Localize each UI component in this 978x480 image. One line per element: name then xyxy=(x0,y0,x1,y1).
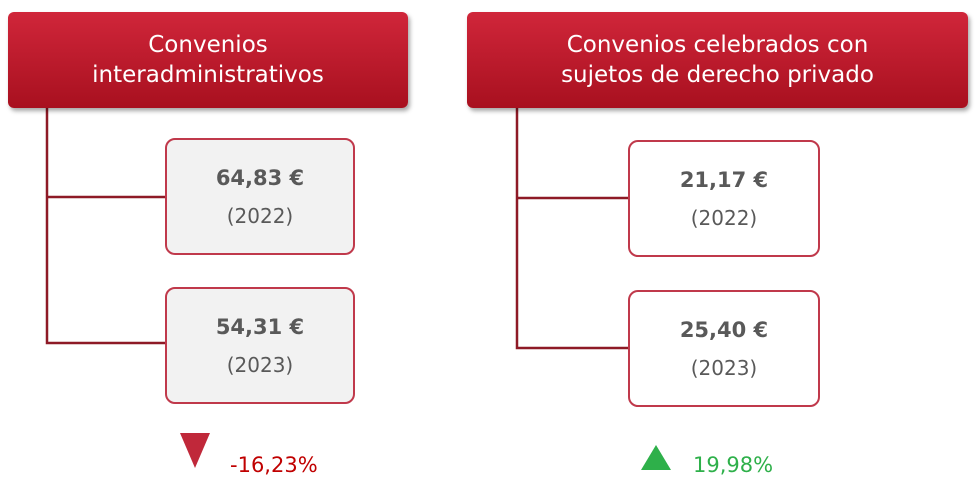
down-arrow xyxy=(180,433,210,468)
value-box: 21,17 € (2022) xyxy=(628,140,820,257)
value-box: 25,40 € (2023) xyxy=(628,290,820,407)
header-line: sujetos de derecho privado xyxy=(561,62,874,88)
connector xyxy=(515,108,628,350)
year: (2023) xyxy=(226,352,294,377)
value: 64,83 € xyxy=(215,165,305,190)
header-line: interadministrativos xyxy=(92,62,324,88)
group-header: Convenios interadministrativos xyxy=(8,12,408,108)
value-box: 64,83 € (2022) xyxy=(165,138,355,255)
up-arrow xyxy=(641,445,671,470)
value: 54,31 € xyxy=(215,314,305,339)
year: (2022) xyxy=(226,203,294,228)
change: 19,98% xyxy=(693,453,774,477)
header-line: Convenios celebrados con xyxy=(566,32,869,58)
header-line: Convenios xyxy=(148,32,268,58)
year: (2022) xyxy=(690,205,758,230)
value: 25,40 € xyxy=(679,317,769,342)
year: (2023) xyxy=(690,355,758,380)
value: 21,17 € xyxy=(679,167,769,192)
group-header: Convenios celebrados con sujetos de dere… xyxy=(467,12,968,108)
value-box: 54,31 € (2023) xyxy=(165,287,355,404)
connector xyxy=(45,108,165,345)
change: -16,23% xyxy=(230,453,318,477)
